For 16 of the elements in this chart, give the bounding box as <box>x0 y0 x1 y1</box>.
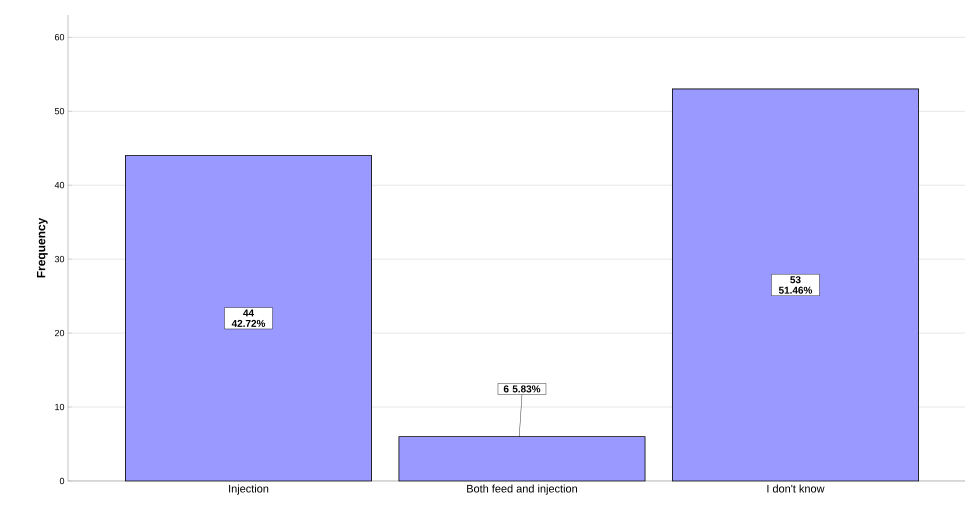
y-tick-label: 40 <box>54 182 64 188</box>
y-tick-label: 10 <box>55 404 64 410</box>
bar <box>125 155 372 482</box>
x-tick-label: Both feed and injection <box>467 484 577 495</box>
x-tick-label: I don't know <box>767 484 825 493</box>
bar <box>672 88 919 482</box>
y-tick-label: 0 <box>60 478 64 484</box>
y-tick-label: 30 <box>54 256 64 262</box>
y-tick-label: 60 <box>54 34 64 40</box>
y-tick-label: 20 <box>54 330 64 336</box>
data-label: 6 5.83% <box>504 385 540 392</box>
y-axis-title: Frequency <box>36 218 48 278</box>
x-tick-label: Injection <box>229 484 268 495</box>
data-label: 53 51.46% <box>778 276 812 294</box>
data-label: 44 42.72% <box>232 310 266 327</box>
y-tick-label: 50 <box>54 108 64 114</box>
